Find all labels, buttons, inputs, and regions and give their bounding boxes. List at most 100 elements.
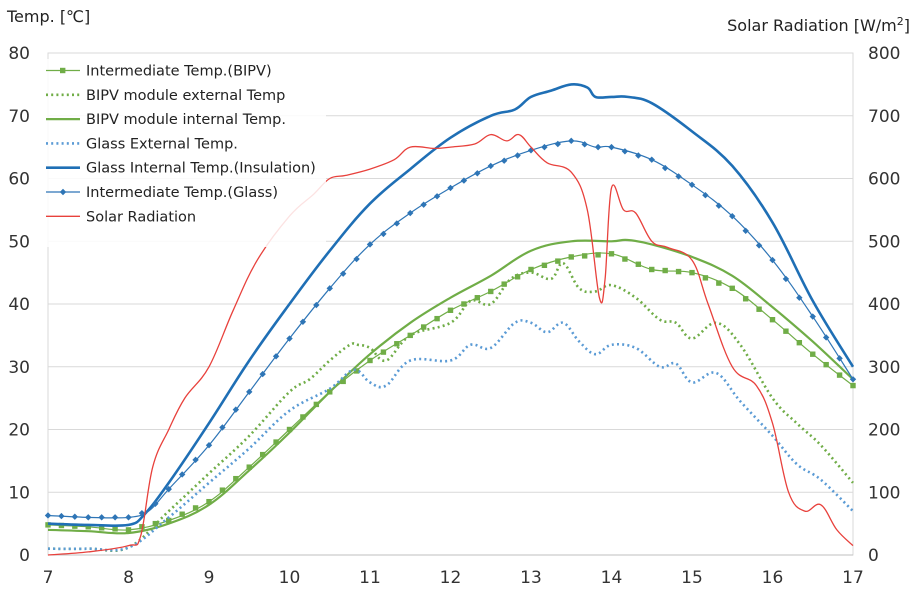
point-marker [541,262,548,269]
y-tick-70: 70 [8,107,30,127]
point-marker [138,509,146,517]
point-marker [661,164,669,172]
series-line-5 [47,82,855,528]
point-marker [635,152,642,159]
point-marker [339,270,347,277]
point-marker [219,424,226,431]
legend-item-1: Intermediate Temp.(BIPV) [46,64,272,80]
y2-tick-200: 200 [868,421,900,441]
point-marker [702,275,709,281]
point-marker [353,255,360,263]
point-marker [259,370,266,378]
legend-label: BIPV module external Temp [86,88,285,104]
point-marker [353,368,360,374]
point-marker [380,230,387,238]
point-marker [742,296,749,302]
point-marker [139,524,145,530]
y2-tick-600: 600 [868,170,900,190]
point-marker [58,522,65,529]
point-marker [152,520,159,527]
point-marker [460,177,468,184]
point-marker [192,456,199,464]
point-marker [152,500,159,507]
x-tick-10: 10 [279,568,301,588]
legend-item-3: BIPV module internal Temp. [46,112,286,128]
point-marker [447,307,454,313]
legend-marker [60,67,66,74]
point-marker [675,173,682,180]
point-marker [648,156,655,163]
point-marker [822,334,830,341]
point-marker [407,332,413,339]
point-marker [340,378,346,385]
point-marker [796,294,803,301]
point-marker [581,253,588,259]
point-marker [205,441,213,449]
point-marker [178,471,186,478]
point-marker [111,514,119,521]
y-tick-50: 50 [8,232,30,252]
x-tick-9: 9 [204,568,215,588]
legend-item-4: Glass External Temp. [46,136,238,152]
point-marker [689,269,695,276]
series-layer [44,82,857,556]
point-marker [420,201,427,208]
point-marker [702,192,709,199]
x-tick-13: 13 [520,568,542,588]
legend-marker [59,188,67,196]
point-marker [715,202,723,209]
point-marker [44,512,52,519]
point-marker [769,256,776,264]
point-marker [367,357,373,364]
point-marker [488,288,494,295]
point-marker [313,301,320,309]
legend-label: Solar Radiation [86,209,196,225]
point-marker [326,285,333,292]
point-marker [85,514,92,521]
point-marker [796,339,803,346]
series-line-3 [47,238,854,535]
series-3 [47,238,854,535]
x-tick-15: 15 [681,568,703,588]
point-marker [836,355,843,362]
point-marker [675,268,682,275]
point-marker [366,241,374,248]
point-marker [554,140,562,148]
point-marker [528,266,534,273]
point-marker [850,382,856,389]
point-marker [514,274,521,280]
series-2 [47,261,854,553]
y2-tick-100: 100 [868,483,900,503]
point-marker [233,475,239,482]
point-marker [246,464,252,470]
point-marker [622,256,628,262]
y2-tick-800: 800 [868,44,900,64]
point-marker [394,341,400,347]
point-marker [662,267,668,274]
point-marker [433,193,441,200]
point-marker [434,315,440,322]
point-marker [649,266,655,273]
x-tick-8: 8 [123,568,134,588]
series-line-4 [47,319,854,552]
point-marker [568,254,574,260]
y-tick-10: 10 [8,483,30,503]
y-tick-40: 40 [8,295,30,315]
point-marker [809,313,816,320]
point-marker [125,527,132,533]
point-marker [380,349,387,355]
point-marker [447,184,454,192]
point-marker [474,295,481,301]
point-marker [621,148,629,155]
point-marker [555,258,561,264]
y-tick-0: 0 [19,546,30,566]
point-marker [500,157,508,164]
point-marker [98,514,105,521]
point-marker [165,485,172,493]
legend-label: Intermediate Temp.(Glass) [86,185,278,201]
point-marker [125,514,132,521]
series-6 [44,137,857,521]
legend-label: BIPV module internal Temp. [86,112,286,128]
legend-item-6: Intermediate Temp.(Glass) [46,185,278,201]
